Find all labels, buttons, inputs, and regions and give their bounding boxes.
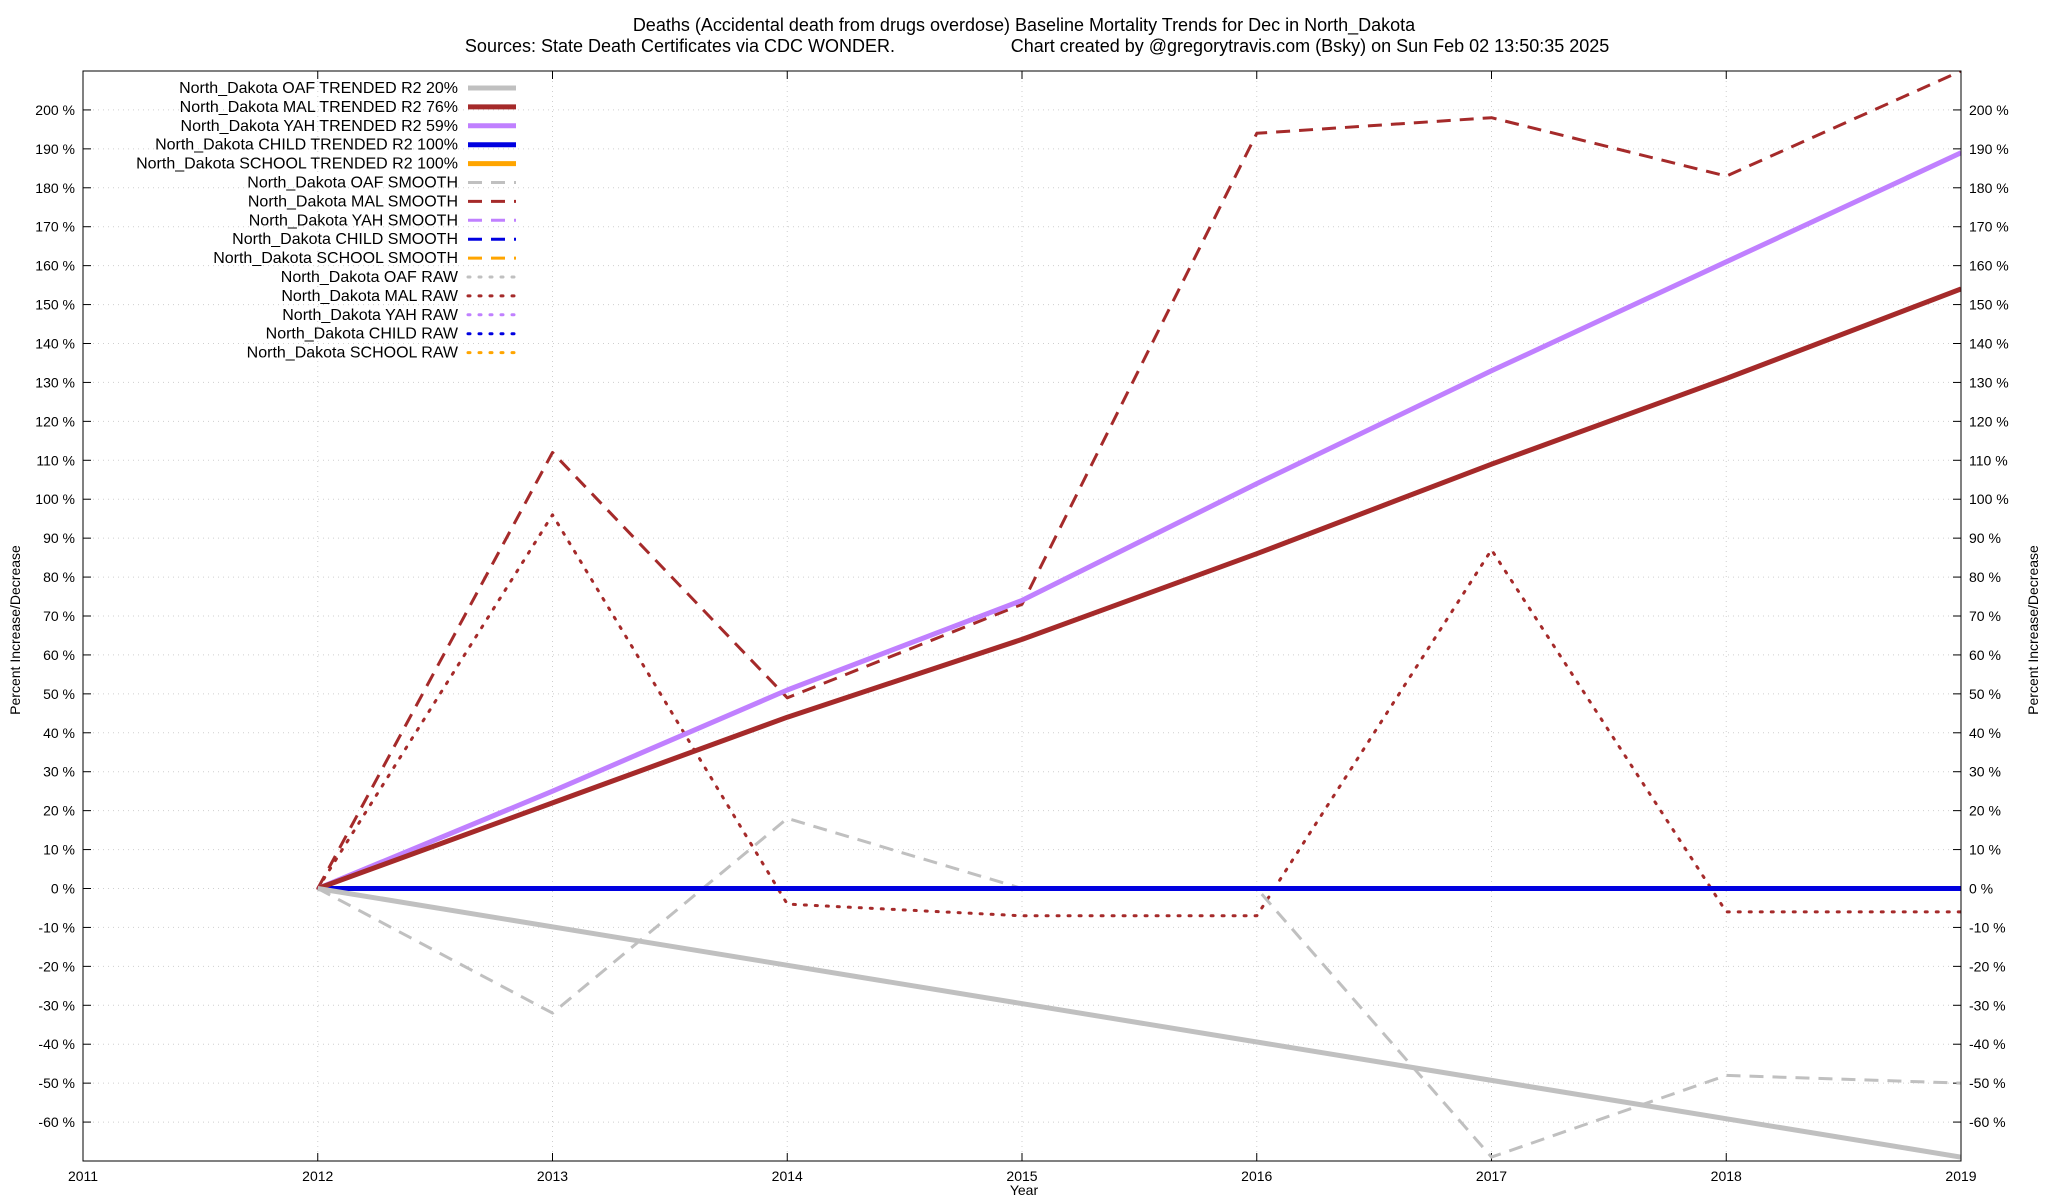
y-tick-label-right: -30 % (1969, 997, 2006, 1013)
legend-label: North_Dakota OAF RAW (281, 269, 459, 286)
y-tick-label-right: 120 % (1969, 413, 2009, 429)
series-lines (316, 71, 1961, 1160)
series-north-dakota-oaf-trended-r2-20 (317, 886, 1961, 1160)
y-tick-label-left: 90 % (43, 530, 75, 546)
legend-label: North_Dakota YAH TRENDED R2 59% (181, 118, 458, 135)
y-tick-label-left: 80 % (43, 569, 75, 585)
y-tick-label-left: 150 % (35, 297, 75, 313)
series-north-dakota-yah-trended-r2-59 (316, 150, 1961, 891)
x-tick-label: 2018 (1711, 1168, 1742, 1184)
legend-label: North_Dakota MAL TRENDED R2 76% (180, 99, 458, 116)
x-tick-label: 2015 (1006, 1168, 1037, 1184)
y-tick-label-right: 170 % (1969, 219, 2009, 235)
x-axis-label: Year (1010, 1182, 1039, 1198)
y-tick-label-left: 110 % (36, 452, 75, 468)
y-tick-label-right: 150 % (1969, 297, 2009, 313)
y-tick-label-right: 110 % (1969, 452, 2008, 468)
y-tick-label-right: 200 % (1969, 102, 2009, 118)
y-tick-label-right: 180 % (1969, 180, 2009, 196)
legend: North_Dakota OAF TRENDED R2 20% North_Dak… (136, 80, 518, 362)
y-tick-label-right: 60 % (1969, 647, 2001, 663)
y-tick-label-right: 10 % (1969, 842, 2001, 858)
series-north-dakota-mal-smooth (316, 71, 1961, 890)
y-tick-label-right: 0 % (1969, 881, 1993, 897)
y-tick-label-right: -50 % (1969, 1075, 2006, 1091)
y-tick-label-right: 90 % (1969, 530, 2001, 546)
plot-frame (82, 70, 1962, 1162)
x-tick-label: 2017 (1476, 1168, 1507, 1184)
y-tick-label-left: 50 % (43, 686, 75, 702)
legend-label: North_Dakota SCHOOL SMOOTH (213, 250, 458, 267)
y-tick-label-right: 100 % (1969, 491, 2009, 507)
y-tick-label-left: 180 % (35, 180, 75, 196)
x-tick-label: 2012 (302, 1168, 333, 1184)
y-tick-label-left: 190 % (35, 141, 75, 157)
legend-label: North_Dakota OAF SMOOTH (247, 175, 458, 192)
y-tick-label-left: 170 % (35, 219, 75, 235)
legend-label: North_Dakota MAL RAW (281, 288, 459, 305)
legend-label: North_Dakota SCHOOL RAW (247, 345, 459, 362)
x-tick-label: 2013 (537, 1168, 568, 1184)
y-tick-label-left: 60 % (43, 647, 75, 663)
series-north-dakota-oaf-smooth (317, 816, 1961, 1159)
legend-label: North_Dakota CHILD TRENDED R2 100% (155, 137, 458, 154)
y-axis-label-right: Percent Increase/Decrease (2025, 545, 2041, 715)
y-tick-label-left: -40 % (38, 1036, 75, 1052)
y-tick-label-left: -10 % (38, 919, 75, 935)
y-tick-label-right: 70 % (1969, 608, 2001, 624)
y-tick-label-left: 100 % (35, 491, 75, 507)
y-tick-label-right: -40 % (1969, 1036, 2006, 1052)
y-tick-label-left: -20 % (38, 958, 75, 974)
chart-subtitle-source: Sources: State Death Certificates via CD… (465, 36, 895, 56)
legend-label: North_Dakota YAH SMOOTH (249, 212, 458, 229)
y-tick-label-left: 10 % (43, 842, 75, 858)
y-tick-label-right: -10 % (1969, 919, 2006, 935)
chart-title: Deaths (Accidental death from drugs over… (633, 15, 1416, 36)
y-tick-label-left: 200 % (35, 102, 75, 118)
y-tick-label-left: 70 % (43, 608, 75, 624)
legend-label: North_Dakota OAF TRENDED R2 20% (179, 80, 458, 97)
y-tick-label-right: -60 % (1969, 1114, 2006, 1130)
y-tick-label-right: 30 % (1969, 764, 2001, 780)
y-tick-label-right: -20 % (1969, 958, 2006, 974)
y-tick-label-right: 140 % (1969, 336, 2009, 352)
x-tick-label: 2011 (68, 1168, 98, 1184)
y-tick-label-right: 160 % (1969, 258, 2009, 274)
legend-label: North_Dakota CHILD RAW (266, 326, 459, 343)
y-tick-label-left: -30 % (38, 997, 75, 1013)
legend-label: North_Dakota CHILD SMOOTH (232, 231, 458, 248)
y-tick-label-left: 30 % (43, 764, 75, 780)
y-tick-label-right: 130 % (1969, 374, 2009, 390)
x-tick-label: 2019 (1945, 1168, 1976, 1184)
y-tick-label-left: 40 % (43, 725, 75, 741)
tick-labels: 2011 2012 2013 2014 2015 2016 2017 2018 2019 -60 … (35, 102, 2008, 1184)
y-axis-label-left: Percent Increase/Decrease (7, 545, 23, 715)
y-tick-label-right: 190 % (1969, 141, 2009, 157)
legend-label: North_Dakota YAH RAW (282, 307, 459, 324)
legend-label: North_Dakota MAL SMOOTH (248, 193, 458, 210)
y-tick-label-left: -60 % (38, 1114, 75, 1130)
y-tick-label-left: 20 % (43, 803, 75, 819)
series-north-dakota-mal-trended-r2-76 (316, 286, 1961, 891)
y-tick-label-right: 40 % (1969, 725, 2001, 741)
y-tick-label-right: 50 % (1969, 686, 2001, 702)
y-tick-label-left: 130 % (35, 374, 75, 390)
x-tick-label: 2016 (1241, 1168, 1272, 1184)
legend-label: North_Dakota SCHOOL TRENDED R2 100% (136, 156, 458, 173)
y-tick-label-right: 80 % (1969, 569, 2001, 585)
series-north-dakota-mal-raw (316, 513, 1961, 918)
y-tick-label-left: 120 % (35, 413, 75, 429)
chart-subtitle-credit: Chart created by @gregorytravis.com (Bsk… (1011, 36, 1610, 56)
x-tick-label: 2014 (772, 1168, 803, 1184)
y-tick-label-left: -50 % (38, 1075, 75, 1091)
y-tick-label-left: 0 % (51, 881, 75, 897)
y-tick-label-left: 160 % (35, 258, 75, 274)
y-tick-label-right: 20 % (1969, 803, 2001, 819)
y-tick-label-left: 140 % (35, 336, 75, 352)
